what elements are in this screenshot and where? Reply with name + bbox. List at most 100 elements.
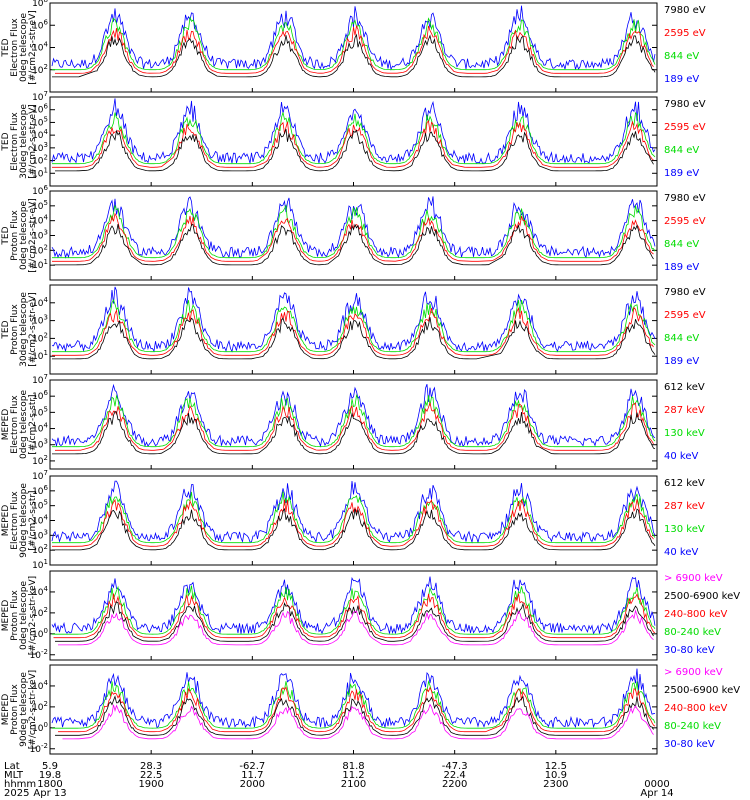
- legend-entry: 189 eV: [664, 356, 699, 367]
- legend-entry: 240-800 keV: [664, 609, 728, 620]
- y-axis-label-line: 0deg telescope: [19, 581, 29, 651]
- y-tick-label: 10-2: [30, 742, 48, 755]
- legend-entry: 240-800 keV: [664, 703, 728, 714]
- legend-entry: 80-240 keV: [664, 721, 721, 732]
- y-axis-label-line: MEPED: [1, 409, 11, 441]
- y-tick-label: 101: [32, 258, 48, 271]
- legend-entry: 612 keV: [664, 382, 705, 393]
- y-tick-label: 102: [32, 243, 48, 256]
- legend-entry: 30-80 keV: [664, 645, 715, 656]
- y-tick-label: 103: [32, 438, 48, 451]
- x-tick-mlt: 11.2: [342, 770, 364, 781]
- legend-entry: 844 eV: [664, 51, 699, 62]
- legend-entry: 612 keV: [664, 478, 705, 489]
- y-tick-label: 105: [32, 115, 48, 128]
- series-trace: [62, 703, 654, 740]
- legend-entry: 844 eV: [664, 333, 699, 344]
- y-tick-label: 102: [32, 454, 48, 467]
- y-axis-label-line: 30deg telescope: [19, 104, 29, 179]
- legend-entry: 40 keV: [664, 547, 698, 558]
- series-trace: [55, 128, 654, 172]
- series-trace: [52, 411, 656, 455]
- x-tick-mlt: 11.7: [241, 770, 263, 781]
- y-axis-label-line: [#/cm2-s-str-eV]: [28, 10, 38, 85]
- series-trace: [51, 668, 656, 729]
- y-axis-label-line: Proton Flux: [10, 210, 20, 261]
- legend-entry: 189 eV: [664, 74, 699, 85]
- series-trace: [52, 212, 654, 262]
- panel-frame: [49, 664, 658, 755]
- y-axis-label-line: MEPED: [1, 600, 11, 632]
- series-trace: [52, 585, 656, 635]
- y-axis-label-line: Electron Flux: [10, 112, 20, 171]
- legend-entry: 2595 eV: [664, 216, 706, 227]
- y-tick-label: 106: [32, 103, 48, 116]
- legend-entry: 287 keV: [664, 501, 705, 512]
- y-axis-label-line: 0deg telescope: [19, 201, 29, 271]
- panel-frame: [49, 379, 658, 470]
- y-tick-label: 101: [32, 558, 48, 571]
- x-tick-mlt: 22.5: [140, 770, 162, 781]
- y-tick-label: 105: [32, 499, 48, 512]
- x-tick-mlt: 10.9: [545, 770, 567, 781]
- panel-frame: [49, 2, 658, 93]
- panel-4: 101 102 103 104 TED Proton Flux 30deg telescop…: [1, 284, 706, 375]
- y-tick-label: 101: [32, 166, 48, 179]
- series-trace: [52, 204, 656, 259]
- legend-entry: 844 eV: [664, 145, 699, 156]
- y-axis-label-line: [#/cm2-s-str-eV]: [28, 104, 38, 179]
- legend-entry: 844 eV: [664, 239, 699, 250]
- y-tick-label: 103: [32, 141, 48, 154]
- x-tick-hhmm: 0000: [644, 779, 669, 790]
- y-tick-label: 104: [32, 296, 48, 309]
- series-trace: [52, 680, 656, 729]
- legend-entry: 2500-6900 keV: [664, 685, 740, 696]
- x-tick-hhmm: 2300: [543, 779, 568, 790]
- x-tick-hhmm: 2200: [442, 779, 467, 790]
- series-trace: [52, 120, 654, 168]
- x-tick-lat: 12.5: [545, 761, 567, 772]
- series-trace: [58, 686, 656, 733]
- y-tick-label: 101: [32, 349, 48, 362]
- panel-8: 10-2 100 102 104 MEPED Proton Flux 90deg teles…: [1, 664, 740, 755]
- x-tick-lat: 28.3: [140, 761, 162, 772]
- legend-entry: 287 keV: [664, 405, 705, 416]
- series-trace: [52, 306, 654, 356]
- y-axis-label-line: 0deg telescope: [19, 390, 29, 460]
- legend-entry: > 6900 keV: [664, 573, 723, 584]
- y-tick-label: 102: [32, 63, 48, 76]
- series-trace: [52, 298, 656, 353]
- x-row-label-year: 2025: [4, 788, 29, 799]
- y-tick-label: 107: [32, 90, 48, 103]
- series-trace: [51, 383, 656, 448]
- legend-entry: 7980 eV: [664, 193, 706, 204]
- y-axis-label-line: [#/cm2-s-str-eV]: [28, 198, 38, 273]
- x-tick-date: Apr 14: [640, 788, 673, 799]
- y-tick-label: 10-2: [30, 648, 48, 661]
- series-trace: [51, 480, 656, 544]
- legend-entry: > 6900 keV: [664, 667, 723, 678]
- series-trace: [51, 286, 656, 353]
- x-row-label-mlt: MLT: [4, 770, 24, 781]
- legend-entry: 130 keV: [664, 428, 705, 439]
- legend-entry: 7980 eV: [664, 287, 706, 298]
- series-trace: [55, 695, 654, 736]
- series-trace: [55, 402, 654, 451]
- y-tick-label: 102: [32, 543, 48, 556]
- y-axis-label-line: Proton Flux: [10, 590, 20, 641]
- series-trace: [51, 5, 656, 71]
- y-tick-label: 108: [32, 0, 48, 9]
- y-tick-label: 103: [32, 528, 48, 541]
- series-trace: [51, 576, 656, 635]
- y-axis-label-line: 90deg telescope: [19, 672, 29, 747]
- series-trace: [52, 33, 656, 78]
- series-trace: [52, 507, 656, 551]
- y-axis-label-line: Proton Flux: [10, 684, 20, 735]
- panel-frame: [49, 284, 658, 375]
- legend-entry: 130 keV: [664, 524, 705, 535]
- x-tick-hhmm: 2000: [240, 779, 265, 790]
